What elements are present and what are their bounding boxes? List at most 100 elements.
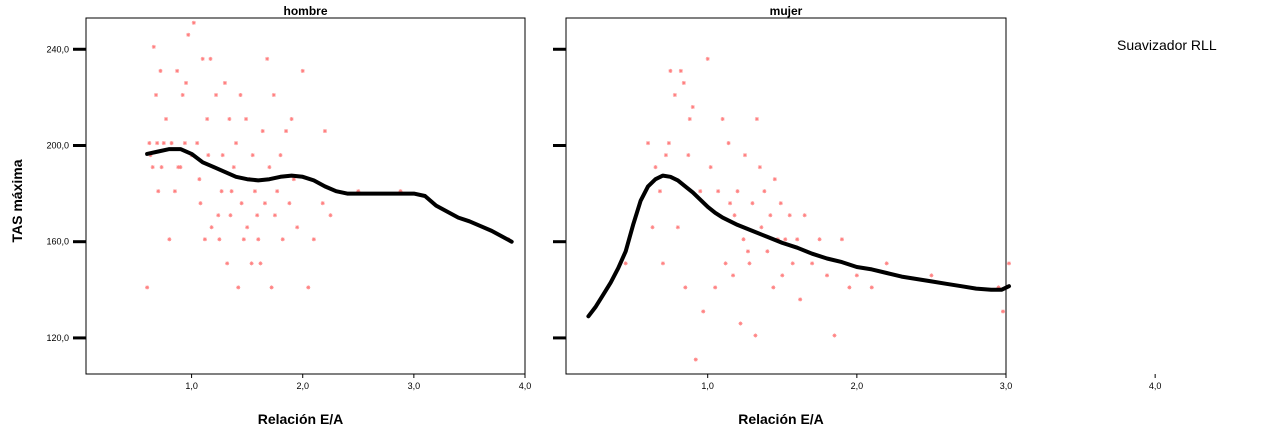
- data-point: [198, 201, 203, 206]
- data-point: [280, 237, 285, 242]
- data-point: [762, 189, 767, 194]
- x-tick-label: 1,0: [185, 381, 198, 391]
- data-point: [765, 249, 770, 254]
- data-point: [289, 117, 294, 122]
- data-point: [657, 189, 662, 194]
- data-point: [231, 165, 236, 170]
- data-point: [839, 237, 844, 242]
- data-point: [250, 153, 255, 158]
- x-tick-label: 4,0: [519, 381, 532, 391]
- x-tick-label: 2,0: [851, 381, 864, 391]
- data-point: [810, 261, 815, 266]
- data-point: [208, 56, 213, 61]
- data-point: [249, 261, 254, 266]
- data-point: [798, 297, 803, 302]
- data-point: [216, 213, 221, 218]
- data-point: [668, 68, 673, 73]
- data-point: [244, 117, 249, 122]
- y-tick-label: 240,0: [46, 44, 69, 54]
- data-point: [202, 237, 207, 242]
- data-point: [158, 68, 163, 73]
- data-point: [284, 129, 289, 134]
- data-point: [272, 213, 277, 218]
- data-point: [184, 80, 189, 85]
- data-point: [686, 153, 691, 158]
- data-point: [256, 237, 261, 242]
- data-point: [726, 141, 731, 146]
- data-point: [200, 56, 205, 61]
- chart-panels: hombre 120,0 160,0 200,0 240,0 1,0 2,0 3,0 4,0 Re…: [46, 4, 1161, 427]
- data-point: [716, 189, 721, 194]
- data-point: [220, 153, 225, 158]
- data-point: [234, 141, 239, 146]
- data-point: [780, 273, 785, 278]
- data-point: [675, 225, 680, 230]
- data-point: [753, 333, 758, 338]
- data-point: [306, 285, 311, 290]
- data-point: [328, 213, 333, 218]
- data-point: [169, 141, 174, 146]
- plot-frame: [85, 17, 526, 375]
- x-axis-title: Relación E/A: [738, 411, 824, 427]
- panel-title: hombre: [283, 4, 327, 18]
- data-point: [731, 273, 736, 278]
- x-tick-label: 3,0: [408, 381, 421, 391]
- data-point: [265, 56, 270, 61]
- data-point: [167, 237, 172, 242]
- data-point: [150, 165, 155, 170]
- y-tick-label: 160,0: [46, 237, 69, 247]
- data-point: [155, 141, 160, 146]
- data-point: [666, 141, 671, 146]
- data-point: [145, 285, 150, 290]
- data-point: [742, 153, 747, 158]
- data-point: [291, 177, 296, 182]
- data-point: [728, 201, 733, 206]
- data-point: [683, 285, 688, 290]
- x-tick-label: 2,0: [296, 381, 309, 391]
- data-point: [832, 333, 837, 338]
- data-point: [741, 237, 746, 242]
- data-point: [175, 68, 180, 73]
- data-point: [854, 273, 859, 278]
- data-point: [713, 285, 718, 290]
- data-point: [322, 129, 327, 134]
- data-point: [267, 165, 272, 170]
- data-point: [732, 213, 737, 218]
- data-point: [771, 285, 776, 290]
- smoother-line: [586, 173, 1011, 319]
- data-point: [690, 105, 695, 109]
- data-point: [817, 237, 822, 242]
- data-point: [929, 273, 934, 278]
- data-point: [847, 285, 852, 290]
- data-point: [258, 261, 263, 266]
- data-point: [229, 189, 234, 194]
- data-point: [222, 80, 227, 85]
- panel-mujer: mujer 1,0 2,0 3,0 4,0 Relación E/A: [553, 4, 1161, 427]
- data-point: [778, 201, 783, 206]
- data-point: [205, 117, 210, 122]
- data-points: [145, 20, 511, 290]
- data-point: [245, 225, 250, 230]
- data-point: [653, 165, 658, 170]
- data-point: [663, 153, 668, 158]
- data-point: [159, 165, 164, 170]
- data-point: [693, 357, 698, 362]
- data-point: [650, 225, 655, 230]
- data-point: [214, 92, 219, 97]
- data-point: [156, 189, 161, 194]
- x-tick-label: 3,0: [1000, 381, 1013, 391]
- data-point: [225, 261, 230, 266]
- data-point: [239, 201, 244, 206]
- panel-title: mujer: [770, 4, 803, 18]
- data-point: [206, 153, 211, 158]
- data-point: [311, 237, 316, 242]
- data-point: [687, 117, 692, 122]
- data-point: [271, 92, 276, 97]
- data-point: [705, 56, 710, 61]
- data-point: [660, 261, 665, 266]
- data-point: [278, 153, 283, 158]
- data-point: [783, 237, 788, 242]
- data-point: [708, 165, 713, 170]
- data-point: [172, 189, 177, 194]
- data-point: [884, 261, 889, 266]
